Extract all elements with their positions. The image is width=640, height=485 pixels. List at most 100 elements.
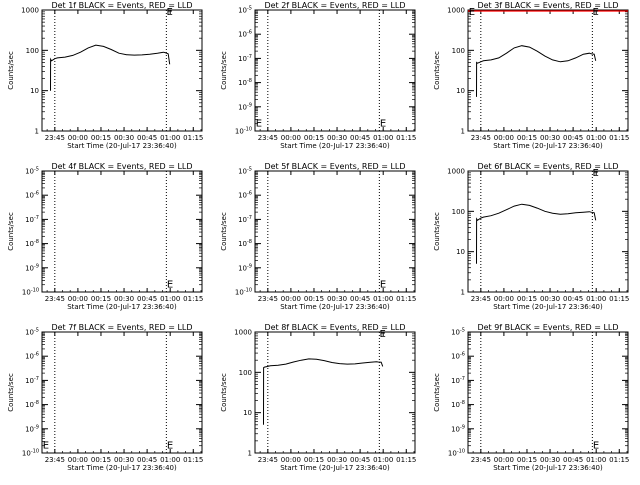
e-marker: E	[593, 440, 599, 451]
y-axis-label: Counts/sec	[220, 51, 228, 90]
y-axis-label: Counts/sec	[7, 212, 15, 251]
x-tick-label: 00:15	[304, 134, 324, 142]
y-tick-label: 10-9	[238, 102, 252, 111]
x-tick-label: 01:15	[396, 456, 416, 464]
y-tick-label: 10-7	[25, 376, 39, 385]
x-tick-label: 00:45	[350, 295, 370, 303]
y-tick-label: 10-9	[451, 424, 465, 433]
x-tick-label: 01:15	[183, 134, 203, 142]
x-tick-label: 23:45	[471, 295, 491, 303]
x-tick-label: 23:45	[471, 456, 491, 464]
y-tick-label: 10-7	[238, 54, 252, 63]
x-tick-label: 23:45	[45, 295, 65, 303]
x-tick-label: 01:00	[586, 295, 606, 303]
y-axis-label: Counts/sec	[7, 373, 15, 412]
plot-title: Det 2f BLACK = Events, RED = LLD	[264, 1, 405, 10]
x-tick-label: 00:15	[304, 295, 324, 303]
y-axis-label: Counts/sec	[7, 51, 15, 90]
y-tick-label: 100	[452, 47, 465, 55]
x-tick-label: 00:30	[327, 456, 347, 464]
y-tick-label: 1	[461, 289, 465, 297]
x-tick-label: 01:15	[183, 456, 203, 464]
y-tick-label: 10-7	[451, 376, 465, 385]
plot-frame	[254, 170, 416, 293]
plot-title: Det 3f BLACK = Events, RED = LLD	[477, 1, 618, 10]
x-tick-label: 01:15	[609, 295, 629, 303]
y-axis-label: Counts/sec	[433, 373, 441, 412]
x-axis-label: Start Time (20-Jul-17 23:36:40)	[67, 303, 177, 311]
y-tick-label: 100	[239, 369, 252, 377]
events-series-line	[263, 358, 384, 425]
x-axis-label: Start Time (20-Jul-17 23:36:40)	[67, 142, 177, 150]
plot-title: Det 5f BLACK = Events, RED = LLD	[264, 162, 405, 171]
plot-frame	[467, 9, 629, 132]
y-axis-label: Counts/sec	[433, 51, 441, 90]
plot-frame	[254, 9, 416, 132]
plot-frame	[467, 331, 629, 454]
x-tick-label: 00:15	[304, 456, 324, 464]
x-tick-label: 00:00	[281, 134, 301, 142]
x-tick-label: 00:45	[563, 295, 583, 303]
x-tick-label: 23:45	[258, 134, 278, 142]
x-tick-label: 01:15	[396, 295, 416, 303]
x-tick-label: 00:00	[494, 295, 514, 303]
x-tick-label: 00:30	[327, 295, 347, 303]
x-tick-label: 00:45	[137, 134, 157, 142]
y-tick-label: 10-10	[448, 449, 465, 458]
x-tick-label: 01:15	[183, 295, 203, 303]
y-tick-label: 10-10	[235, 288, 252, 297]
y-tick-label: 10-10	[22, 288, 39, 297]
x-axis-label: Start Time (20-Jul-17 23:36:40)	[493, 142, 603, 150]
y-tick-label: 10-9	[25, 424, 39, 433]
x-tick-label: 00:15	[517, 295, 537, 303]
y-tick-label: 1000	[21, 7, 39, 15]
e-marker: E	[380, 118, 386, 129]
x-tick-label: 23:45	[45, 134, 65, 142]
e-marker: E	[167, 279, 173, 290]
x-tick-label: 01:00	[160, 134, 180, 142]
y-tick-label: 10	[30, 87, 39, 95]
x-tick-label: 00:45	[350, 134, 370, 142]
y-tick-label: 10-6	[25, 352, 39, 361]
x-tick-label: 00:30	[540, 295, 560, 303]
y-axis-label: Counts/sec	[433, 212, 441, 251]
y-tick-label: 10-8	[238, 78, 252, 87]
e-marker: E	[167, 440, 173, 451]
y-tick-label: 1	[35, 128, 39, 136]
x-tick-label: 00:15	[91, 456, 111, 464]
x-axis-label: Start Time (20-Jul-17 23:36:40)	[280, 303, 390, 311]
x-tick-label: 00:45	[137, 295, 157, 303]
x-tick-label: 00:00	[281, 456, 301, 464]
y-axis-label: Counts/sec	[220, 373, 228, 412]
x-tick-label: 00:00	[68, 295, 88, 303]
x-tick-label: 00:45	[563, 134, 583, 142]
plot-title: Det 8f BLACK = Events, RED = LLD	[264, 323, 405, 332]
plot-frame	[41, 331, 203, 454]
x-axis-label: Start Time (20-Jul-17 23:36:40)	[280, 142, 390, 150]
plot-title: Det 4f BLACK = Events, RED = LLD	[51, 162, 192, 171]
x-axis-label: Start Time (20-Jul-17 23:36:40)	[67, 464, 177, 472]
x-tick-label: 00:15	[517, 134, 537, 142]
events-series-line	[476, 203, 597, 264]
y-tick-label: 10-9	[238, 263, 252, 272]
e-marker: E	[469, 7, 475, 18]
y-tick-label: 10-6	[451, 352, 465, 361]
x-tick-label: 23:45	[258, 456, 278, 464]
x-tick-label: 00:30	[327, 134, 347, 142]
plot-frame	[254, 331, 416, 454]
y-tick-label: 1	[248, 450, 252, 458]
y-tick-label: 10-7	[25, 215, 39, 224]
e-marker: E	[379, 329, 385, 340]
y-tick-label: 10-8	[25, 400, 39, 409]
x-tick-label: 00:45	[563, 456, 583, 464]
x-tick-label: 00:15	[91, 134, 111, 142]
